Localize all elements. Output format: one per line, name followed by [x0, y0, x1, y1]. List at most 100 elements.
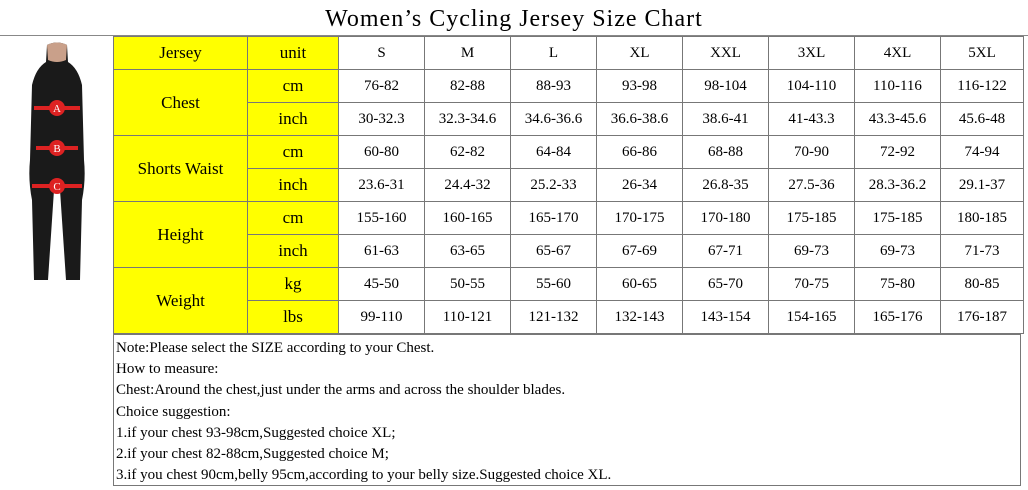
value-cell: 170-180: [682, 201, 769, 235]
skin: [47, 42, 67, 62]
value-cell: 26-34: [596, 168, 683, 202]
value-cell: 65-67: [510, 234, 597, 268]
value-cell: 121-132: [510, 300, 597, 334]
header-row: Jersey unit S M L XL XXL 3XL 4XL 5XL: [113, 36, 1024, 70]
value-cell: 69-73: [854, 234, 941, 268]
table-row: Weight kg 45-50 50-55 55-60 60-65 65-70 70-75 75…: [113, 267, 1024, 334]
header-cell: 4XL: [854, 36, 941, 70]
value-cell: 165-176: [854, 300, 941, 334]
value-cell: 38.6-41: [682, 102, 769, 136]
value-cell: 93-98: [596, 69, 683, 103]
header-cell: Jersey: [113, 36, 248, 70]
group-label: Chest: [113, 69, 248, 136]
table-row: inch 23.6-31 24.4-32 25.2-33 26-34 26.8-35 27.…: [114, 168, 1024, 202]
value-cell: 24.4-32: [424, 168, 511, 202]
value-cell: 60-80: [338, 135, 425, 169]
value-cell: 116-122: [940, 69, 1024, 103]
note-line: 1.if your chest 93-98cm,Suggested choice…: [116, 424, 396, 441]
value-cell: 65-70: [682, 267, 769, 301]
value-cell: 30-32.3: [338, 102, 425, 136]
unit-cell: cm: [247, 135, 339, 169]
value-cell: 175-185: [768, 201, 855, 235]
marker-label: B: [53, 143, 60, 155]
value-cell: 50-55: [424, 267, 511, 301]
value-cell: 23.6-31: [338, 168, 425, 202]
value-cell: 155-160: [338, 201, 425, 235]
value-cell: 29.1-37: [940, 168, 1024, 202]
value-cell: 176-187: [940, 300, 1024, 334]
value-cell: 43.3-45.6: [854, 102, 941, 136]
value-cell: 72-92: [854, 135, 941, 169]
value-cell: 110-116: [854, 69, 941, 103]
unit-cell: cm: [247, 201, 339, 235]
table-row: inch 30-32.3 32.3-34.6 34.6-36.6 36.6-38.6 38…: [114, 102, 1024, 136]
value-cell: 82-88: [424, 69, 511, 103]
value-cell: 70-90: [768, 135, 855, 169]
value-cell: 154-165: [768, 300, 855, 334]
header-cell: 3XL: [768, 36, 855, 70]
header-cell: M: [424, 36, 511, 70]
value-cell: 55-60: [510, 267, 597, 301]
value-cell: 80-85: [940, 267, 1024, 301]
value-cell: 26.8-35: [682, 168, 769, 202]
unit-cell: inch: [247, 168, 339, 202]
table-row: inch 61-63 63-65 65-67 67-69 67-71 69-73 69-73 7…: [114, 234, 1024, 268]
note-line: Choice suggestion:: [116, 403, 231, 420]
table-row: Shorts Waist cm 60-80 62-82 64-84 66-86 68-88 7…: [113, 135, 1024, 202]
value-cell: 88-93: [510, 69, 597, 103]
value-cell: 74-94: [940, 135, 1024, 169]
value-cell: 61-63: [338, 234, 425, 268]
group-label: Shorts Waist: [113, 135, 248, 202]
note-line: Chest:Around the chest,just under the ar…: [116, 382, 566, 399]
group-label: Height: [113, 201, 248, 268]
header-cell: XXL: [682, 36, 769, 70]
header-cell: 5XL: [940, 36, 1024, 70]
value-cell: 34.6-36.6: [510, 102, 597, 136]
value-cell: 104-110: [768, 69, 855, 103]
value-cell: 63-65: [424, 234, 511, 268]
value-cell: 32.3-34.6: [424, 102, 511, 136]
header-cell: L: [510, 36, 597, 70]
value-cell: 143-154: [682, 300, 769, 334]
value-cell: 25.2-33: [510, 168, 597, 202]
marker: [49, 140, 65, 156]
notes: Note:Please select the SIZE according to…: [113, 334, 1021, 486]
value-cell: 76-82: [338, 69, 425, 103]
value-cell: 45-50: [338, 267, 425, 301]
chart-title: Women’s Cycling Jersey Size Chart: [0, 0, 1028, 36]
note-line: 3.if you chest 90cm,belly 95cm,according…: [116, 467, 612, 484]
marker: [49, 100, 65, 116]
value-cell: 98-104: [682, 69, 769, 103]
value-cell: 41-43.3: [768, 102, 855, 136]
value-cell: 69-73: [768, 234, 855, 268]
value-cell: 75-80: [854, 267, 941, 301]
header-cell: unit: [247, 36, 339, 70]
unit-cell: kg: [247, 267, 339, 301]
table-row: Chest cm 76-82 82-88 88-93 93-98 98-104 104-110…: [113, 69, 1024, 136]
value-cell: 175-185: [854, 201, 941, 235]
body-figure: A B C: [29, 42, 85, 280]
value-cell: 27.5-36: [768, 168, 855, 202]
value-cell: 45.6-48: [940, 102, 1024, 136]
value-cell: 165-170: [510, 201, 597, 235]
value-cell: 71-73: [940, 234, 1024, 268]
value-cell: 160-165: [424, 201, 511, 235]
value-cell: 60-65: [596, 267, 683, 301]
value-cell: 170-175: [596, 201, 683, 235]
table-row: lbs 99-110 110-121 121-132 132-143 143-154 154…: [114, 300, 1024, 334]
value-cell: 180-185: [940, 201, 1024, 235]
value-cell: 132-143: [596, 300, 683, 334]
note-line: 2.if your chest 82-88cm,Suggested choice…: [116, 446, 389, 463]
value-cell: 62-82: [424, 135, 511, 169]
value-cell: 68-88: [682, 135, 769, 169]
value-cell: 70-75: [768, 267, 855, 301]
note-line: How to measure:: [116, 361, 219, 378]
value-cell: 66-86: [596, 135, 683, 169]
header-cell: XL: [596, 36, 683, 70]
value-cell: 67-69: [596, 234, 683, 268]
value-cell: 36.6-38.6: [596, 102, 683, 136]
value-cell: 64-84: [510, 135, 597, 169]
unit-cell: lbs: [247, 300, 339, 334]
value-cell: 67-71: [682, 234, 769, 268]
